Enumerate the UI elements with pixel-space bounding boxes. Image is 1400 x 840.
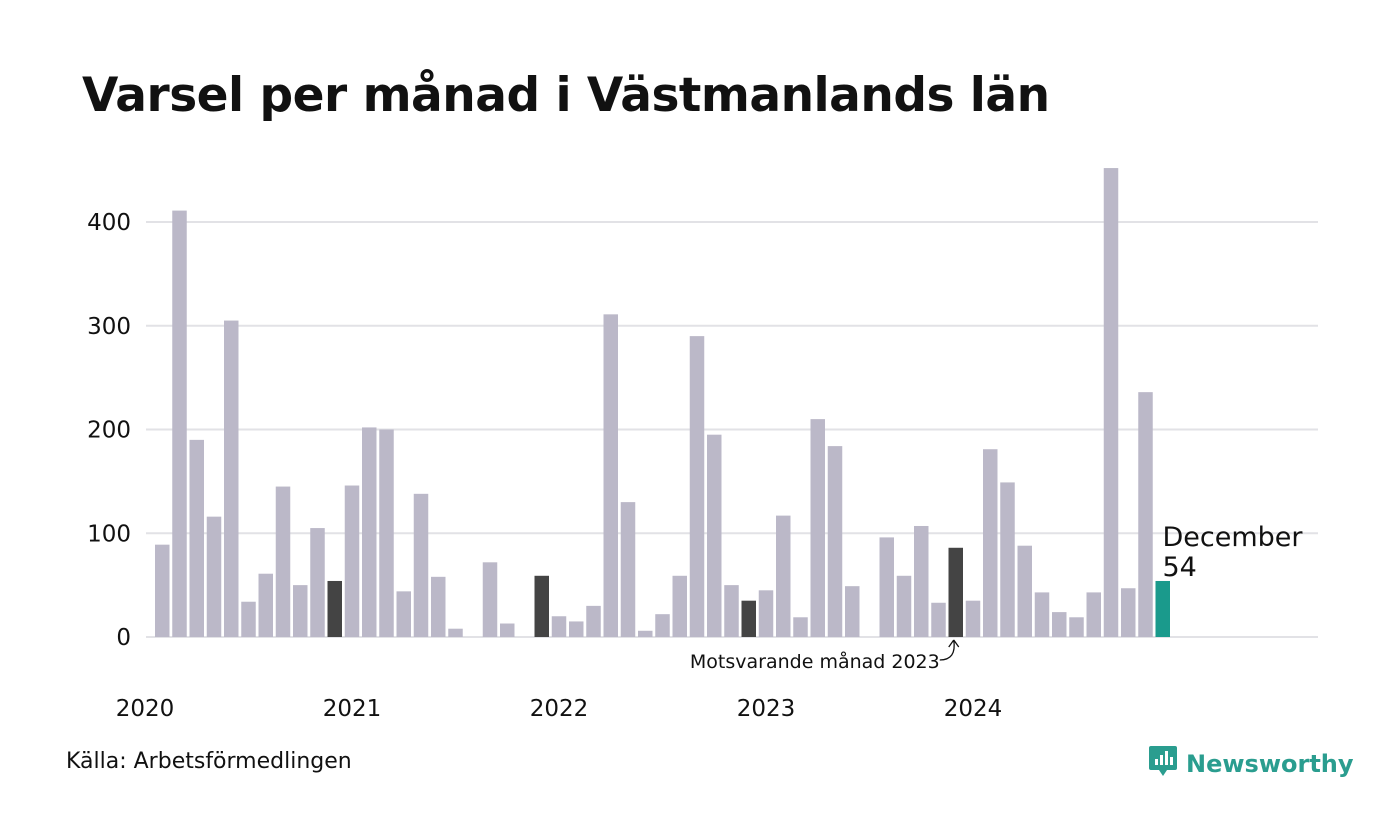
y-tick-label: 200 (87, 418, 131, 444)
bar (638, 630, 653, 637)
bar (327, 580, 342, 637)
bar (413, 493, 429, 637)
bar (724, 585, 739, 637)
bar (603, 314, 618, 637)
bar (810, 419, 825, 637)
bar (845, 586, 860, 637)
bar (879, 537, 894, 637)
bar (1103, 168, 1119, 638)
y-tick-label: 100 (87, 521, 131, 547)
bar (224, 320, 239, 637)
bar (293, 585, 308, 637)
bar (965, 600, 981, 637)
bar (983, 449, 998, 637)
bar (1121, 588, 1136, 637)
bar (379, 429, 394, 637)
bar (500, 623, 515, 637)
bar (448, 628, 463, 637)
y-tick-label: 300 (87, 314, 131, 340)
y-tick-label: 400 (87, 210, 131, 236)
bar (1155, 580, 1170, 637)
x-tick-label: 2020 (116, 696, 175, 722)
newsworthy-logo-icon (1148, 744, 1178, 783)
bar (827, 446, 843, 637)
current-month-value: 54 (1163, 552, 1197, 583)
bar (1069, 617, 1084, 637)
bar (914, 525, 929, 637)
prior-year-annotation: Motsvarande månad 2023 (690, 650, 940, 673)
bar (1000, 482, 1015, 637)
bar (741, 600, 756, 637)
annotation: Motsvarande månad 2023 (690, 639, 960, 673)
brand-name: Newsworthy (1186, 749, 1354, 778)
bar (569, 621, 584, 637)
bar (655, 614, 670, 637)
current-month-label: December (1163, 522, 1304, 553)
bar (396, 591, 411, 637)
bar (586, 605, 601, 637)
bar (172, 210, 187, 637)
bar (275, 486, 291, 637)
bar (620, 502, 636, 637)
bar-chart: 0 100 200 300 400 2020 2021 2022 2023 2024 Motsv… (87, 168, 1318, 722)
bar (155, 544, 170, 637)
bar (551, 616, 567, 637)
annotation-arrow (939, 639, 960, 661)
chart-title: Varsel per månad i Västmanlands län (82, 68, 1050, 123)
bar (1138, 392, 1153, 637)
x-tick-label: 2023 (737, 696, 796, 722)
bar (1052, 612, 1067, 637)
x-tick-label: 2024 (944, 696, 1003, 722)
bar (206, 516, 222, 637)
bar (931, 602, 946, 637)
x-tick-label: 2021 (323, 696, 382, 722)
bar (362, 427, 377, 637)
x-axis-ticks: 2020 2021 2022 2023 2024 (116, 696, 1003, 722)
bar (1034, 592, 1050, 637)
bar (758, 590, 774, 637)
x-tick-label: 2022 (530, 696, 589, 722)
bar (707, 434, 722, 637)
bar (344, 485, 360, 637)
bar (482, 562, 498, 637)
bars (155, 168, 1170, 638)
bar (776, 515, 791, 637)
bar (948, 547, 963, 637)
bar (1086, 592, 1101, 637)
bar (258, 573, 273, 637)
bar (431, 576, 446, 637)
bar (534, 575, 549, 637)
current-month-callout: December 54 (1163, 522, 1304, 583)
bar (793, 617, 808, 637)
source-note: Källa: Arbetsförmedlingen (66, 749, 352, 774)
bar (896, 575, 912, 637)
bar (689, 336, 705, 637)
bar (189, 439, 204, 637)
y-axis-ticks: 0 100 200 300 400 (87, 210, 131, 651)
brand-logo[interactable]: Newsworthy (1148, 744, 1354, 783)
y-tick-label: 0 (116, 625, 131, 651)
bar (241, 601, 256, 637)
bar (310, 528, 325, 637)
bar (1017, 545, 1032, 637)
bar (672, 575, 687, 637)
